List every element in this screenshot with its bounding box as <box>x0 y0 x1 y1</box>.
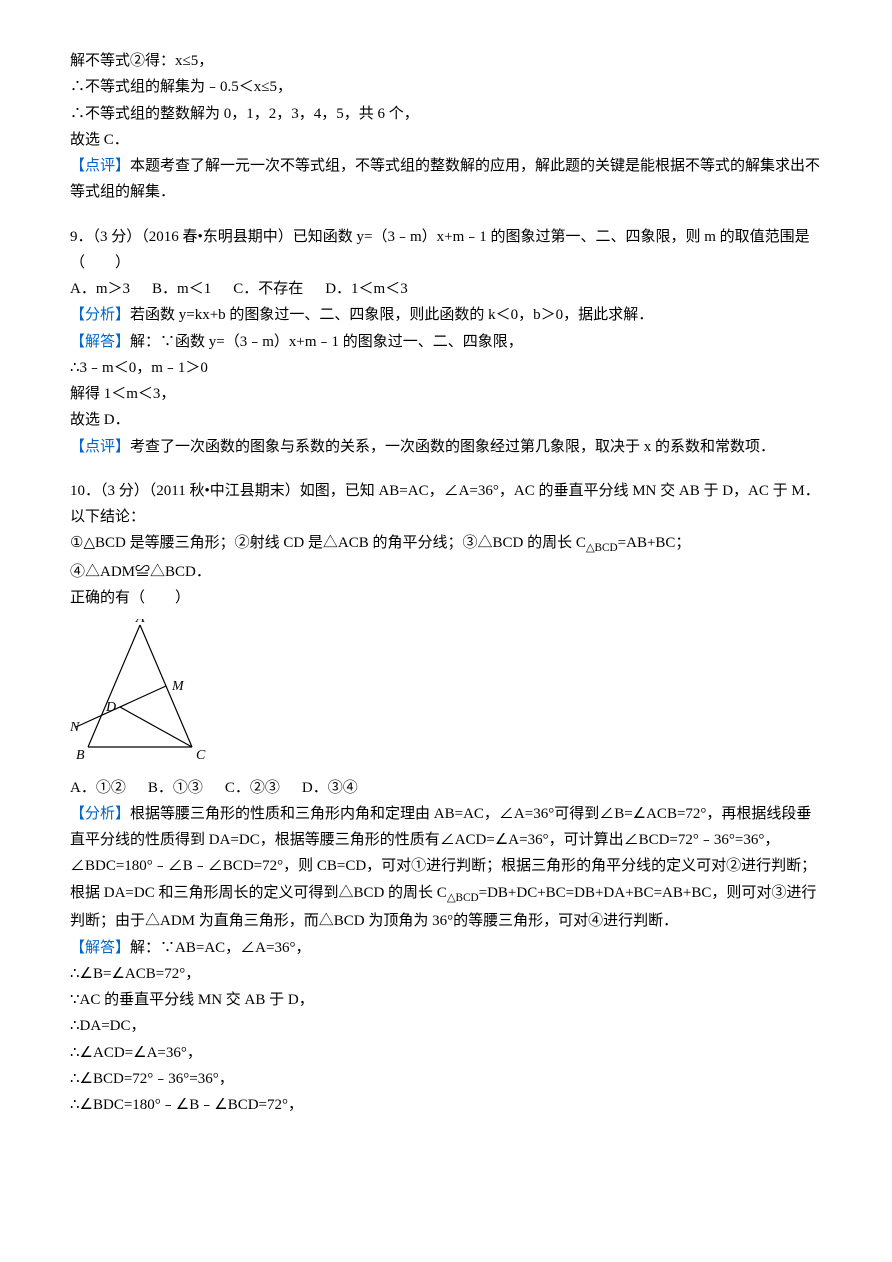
q9-solve-l1: 解：∵函数 y=（3﹣m）x+m﹣1 的图象过一、二、四象限， <box>130 334 523 350</box>
q9-stem: 9．（3 分）（2016 春•东明县期中）已知函数 y=（3﹣m）x+m﹣1 的… <box>70 224 822 277</box>
q10-optA: A．①② <box>70 780 126 796</box>
q8-review: 【点评】本题考查了解一元一次不等式组，不等式组的整数解的应用，解此题的关键是能根… <box>70 153 822 206</box>
q10-solve-l7: ∴∠BDC=180°﹣∠B﹣∠BCD=72°， <box>70 1092 822 1118</box>
q10-stem-l1: 10．（3 分）（2011 秋•中江县期末）如图，已知 AB=AC，∠A=36°… <box>70 478 822 531</box>
q8-line4: 故选 C． <box>70 127 822 153</box>
q10-solve-l1: 解：∵AB=AC，∠A=36°， <box>130 940 310 956</box>
label-solve: 【解答】 <box>70 334 130 350</box>
q8-review-text: 本题考查了解一元一次不等式组，不等式组的整数解的应用，解此题的关键是能根据不等式… <box>70 158 820 200</box>
q10-solve-l4: ∴DA=DC， <box>70 1013 822 1039</box>
q9-optA: A．m＞3 <box>70 281 130 297</box>
q8-line3: ∴不等式组的整数解为 0，1，2，3，4，5，共 6 个， <box>70 101 822 127</box>
q10-solve-l3: ∵AC 的垂直平分线 MN 交 AB 于 D， <box>70 987 822 1013</box>
q9-solve-l4: 故选 D． <box>70 407 822 433</box>
q10-solve-head: 【解答】解：∵AB=AC，∠A=36°， <box>70 935 822 961</box>
q9-optD: D．1＜m＜3 <box>325 281 408 297</box>
q10-optD: D．③④ <box>302 780 358 796</box>
gap <box>70 460 822 478</box>
label-review: 【点评】 <box>70 439 130 455</box>
label-solve: 【解答】 <box>70 940 130 956</box>
q10-stem-l2a: ①△BCD 是等腰三角形；②射线 CD 是△ACB 的角平分线；③△BCD 的周… <box>70 535 586 551</box>
svg-text:A: A <box>135 619 145 626</box>
q9-analysis-text: 若函数 y=kx+b 的图象过一、二、四象限，则此函数的 k＜0，b＞0，据此求… <box>130 307 653 323</box>
q10-solve-l5: ∴∠ACD=∠A=36°， <box>70 1040 822 1066</box>
q9-solve-l3: 解得 1＜m＜3， <box>70 381 822 407</box>
triangle-diagram-svg: A B C D M N <box>70 619 220 759</box>
q9-review-text: 考查了一次函数的图象与系数的关系，一次函数的图象经过第几象限，取决于 x 的系数… <box>130 439 775 455</box>
svg-text:B: B <box>76 748 85 759</box>
q10-analysis: 【分析】根据等腰三角形的性质和三角形内角和定理由 AB=AC，∠A=36°可得到… <box>70 801 822 935</box>
q10-options: A．①② B．①③ C．②③ D．③④ <box>70 775 822 801</box>
label-review: 【点评】 <box>70 158 130 174</box>
svg-text:M: M <box>171 679 185 694</box>
q10-optC: C．②③ <box>225 780 280 796</box>
q10-optB: B．①③ <box>148 780 203 796</box>
q9-solve-l2: ∴3﹣m＜0，m﹣1＞0 <box>70 355 822 381</box>
q10-diagram: A B C D M N <box>70 619 822 768</box>
gap <box>70 206 822 224</box>
q8-line1: 解不等式②得：x≤5， <box>70 48 822 74</box>
label-analysis: 【分析】 <box>70 307 130 323</box>
svg-text:N: N <box>70 720 80 735</box>
q10-solve-l2: ∴∠B=∠ACB=72°， <box>70 961 822 987</box>
svg-text:C: C <box>196 748 206 759</box>
q10-stem-l3: 正确的有（ ） <box>70 585 822 611</box>
q9-options: A．m＞3 B．m＜1 C．不存在 D．1＜m＜3 <box>70 276 822 302</box>
q10-solve-l6: ∴∠BCD=72°﹣36°=36°， <box>70 1066 822 1092</box>
q9-analysis: 【分析】若函数 y=kx+b 的图象过一、二、四象限，则此函数的 k＜0，b＞0… <box>70 302 822 328</box>
q9-solve-head: 【解答】解：∵函数 y=（3﹣m）x+m﹣1 的图象过一、二、四象限， <box>70 329 822 355</box>
q9-optC: C．不存在 <box>233 281 303 297</box>
q10-stem-sub: △BCD <box>586 542 618 554</box>
q9-review: 【点评】考查了一次函数的图象与系数的关系，一次函数的图象经过第几象限，取决于 x… <box>70 434 822 460</box>
q9-optB: B．m＜1 <box>152 281 211 297</box>
label-analysis: 【分析】 <box>70 806 130 822</box>
q8-line2: ∴不等式组的解集为﹣0.5＜x≤5， <box>70 74 822 100</box>
q10-analysis-sub: △BCD <box>447 892 479 904</box>
svg-text:D: D <box>105 700 116 715</box>
q10-stem-l2: ①△BCD 是等腰三角形；②射线 CD 是△ACB 的角平分线；③△BCD 的周… <box>70 530 822 585</box>
